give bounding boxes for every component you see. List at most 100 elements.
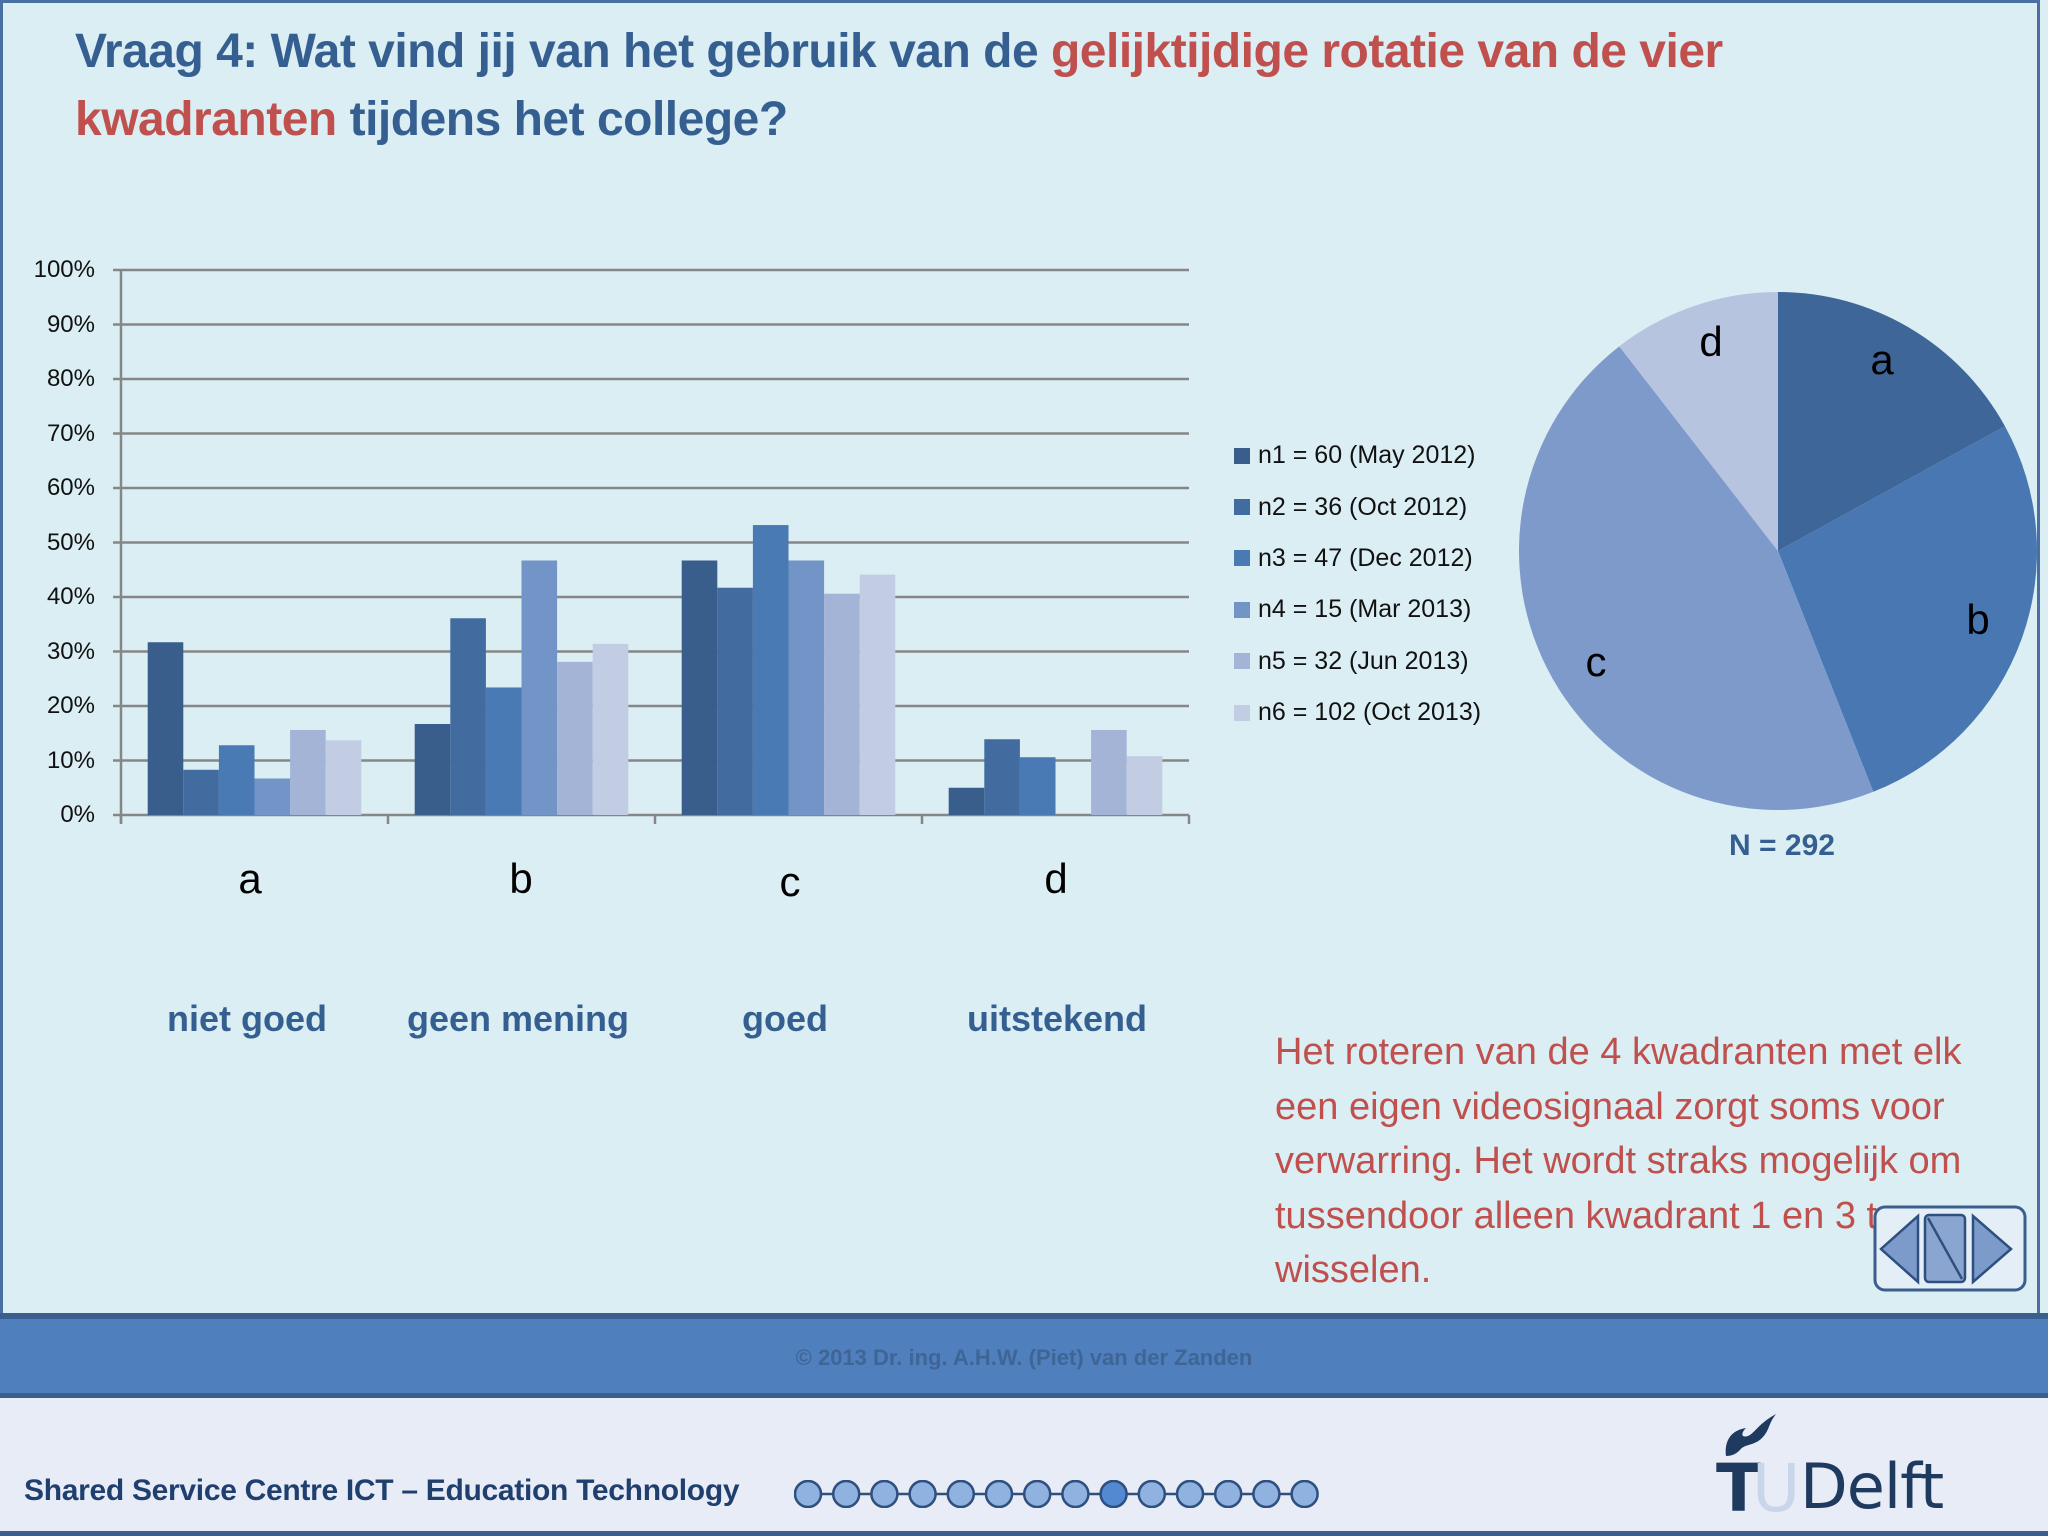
legend-item-n3: n3 = 47 (Dec 2012) bbox=[1234, 533, 1481, 584]
category-letter-b: b bbox=[509, 855, 533, 902]
footer-lower-border bbox=[0, 1531, 2048, 1536]
category-description: geen mening bbox=[406, 998, 630, 1039]
footer-band bbox=[0, 1319, 2048, 1393]
y-tick-label: 50% bbox=[46, 528, 95, 556]
pie-slice-c bbox=[1519, 346, 1874, 810]
legend-swatch bbox=[1234, 447, 1250, 464]
progress-dot[interactable] bbox=[831, 1480, 861, 1508]
y-tick-label: 100% bbox=[33, 256, 95, 283]
legend-swatch bbox=[1234, 704, 1250, 721]
pie-slice-d bbox=[1619, 292, 1778, 551]
category-description: goed bbox=[742, 998, 828, 1039]
pie-label-b: b bbox=[1966, 596, 1990, 643]
bar-b-n5 bbox=[557, 661, 593, 815]
bar-b-n4 bbox=[521, 560, 558, 815]
legend-swatch bbox=[1234, 653, 1250, 670]
progress-dot[interactable] bbox=[1137, 1480, 1167, 1508]
copyright-text: © 2013 Dr. ing. A.H.W. (Piet) van der Za… bbox=[795, 1345, 1253, 1370]
legend-label: n1 = 60 (May 2012) bbox=[1258, 441, 1476, 470]
slide-title: Vraag 4: Wat vind jij van het gebruik va… bbox=[75, 18, 1975, 154]
pie-slice-a bbox=[1778, 292, 2005, 551]
pie-label-c: c bbox=[1585, 638, 1607, 685]
legend-item-n5: n5 = 32 (Jun 2013) bbox=[1234, 636, 1481, 687]
footer-band-top-border bbox=[0, 1313, 2048, 1319]
progress-dot[interactable] bbox=[908, 1480, 937, 1508]
bar-c-n4 bbox=[788, 560, 825, 815]
bar-b-n1 bbox=[414, 723, 451, 815]
bar-a-n2 bbox=[183, 769, 219, 815]
legend-swatch bbox=[1234, 601, 1250, 618]
title-highlight-1: gelijktijdige rotatie van de vier bbox=[1050, 25, 1723, 78]
logo-letter-u: U bbox=[1752, 1450, 1801, 1527]
legend-label: n2 = 36 (Oct 2012) bbox=[1258, 492, 1468, 521]
y-tick-label: 80% bbox=[46, 365, 95, 392]
bar-d-n3 bbox=[1019, 757, 1056, 815]
progress-dot[interactable] bbox=[1061, 1480, 1090, 1508]
progress-dot[interactable] bbox=[946, 1480, 976, 1508]
organization-name: Shared Service Centre ICT – Education Te… bbox=[24, 1474, 740, 1507]
legend-label: n4 = 15 (Mar 2013) bbox=[1258, 595, 1472, 624]
bar-c-n3 bbox=[752, 525, 789, 815]
category-letter-c: c bbox=[779, 858, 801, 905]
progress-dot[interactable] bbox=[1213, 1480, 1243, 1508]
bar-d-n6 bbox=[1126, 756, 1163, 815]
navigation-button[interactable] bbox=[1873, 1205, 2027, 1292]
category-description: uitstekend bbox=[966, 998, 1148, 1039]
progress-dot[interactable] bbox=[1290, 1480, 1319, 1508]
slide-progress-dots bbox=[794, 1480, 1319, 1508]
footer-band-bottom-border bbox=[0, 1393, 2048, 1398]
comment-text: Het roteren van de 4 kwadranten met elk … bbox=[1275, 1031, 1962, 1291]
bar-a-n3 bbox=[218, 745, 255, 815]
progress-dot[interactable] bbox=[1022, 1480, 1052, 1508]
bar-c-n5 bbox=[824, 593, 860, 815]
legend-swatch bbox=[1234, 550, 1250, 567]
progress-dot[interactable] bbox=[984, 1480, 1014, 1508]
title-highlight-2: kwadranten bbox=[75, 93, 337, 146]
bar-a-n4 bbox=[254, 778, 291, 815]
bar-d-n2 bbox=[984, 739, 1020, 815]
y-tick-label: 60% bbox=[46, 474, 95, 501]
bar-b-n6 bbox=[592, 643, 629, 815]
progress-dot[interactable] bbox=[1175, 1480, 1205, 1508]
category-letter-a: a bbox=[238, 855, 262, 902]
bar-chart bbox=[113, 268, 1191, 824]
title-part-1: Vraag 4: Wat vind jij van het gebruik va… bbox=[75, 25, 1051, 78]
legend-item-n1: n1 = 60 (May 2012) bbox=[1234, 430, 1481, 481]
y-tick-label: 40% bbox=[46, 583, 95, 610]
bar-d-n1 bbox=[948, 787, 985, 815]
category-description: niet goed bbox=[167, 998, 327, 1039]
y-tick-label: 70% bbox=[46, 419, 95, 447]
legend-label: n3 = 47 (Dec 2012) bbox=[1258, 543, 1473, 572]
legend-swatch bbox=[1234, 499, 1250, 516]
pie-label-a: a bbox=[1870, 336, 1894, 383]
legend-label: n5 = 32 (Jun 2013) bbox=[1258, 646, 1469, 675]
progress-dot[interactable] bbox=[1252, 1480, 1281, 1508]
bar-c-n1 bbox=[681, 560, 718, 815]
bar-a-n1 bbox=[147, 642, 184, 815]
flame-icon bbox=[1725, 1414, 1776, 1456]
legend-item-n6: n6 = 102 (Oct 2013) bbox=[1234, 687, 1481, 738]
bar-b-n2 bbox=[450, 618, 486, 815]
legend-item-n2: n2 = 36 (Oct 2012) bbox=[1234, 481, 1481, 532]
bar-b-n3 bbox=[485, 687, 522, 815]
progress-dot[interactable] bbox=[870, 1480, 899, 1508]
bar-c-n2 bbox=[717, 587, 753, 815]
legend-item-n4: n4 = 15 (Mar 2013) bbox=[1234, 584, 1481, 635]
logo-delft: Delft bbox=[1800, 1450, 1944, 1523]
footer-lower-area bbox=[0, 1398, 2048, 1536]
logo-letter-t: T bbox=[1716, 1450, 1762, 1527]
y-tick-label: 90% bbox=[46, 310, 95, 338]
category-letter-d: d bbox=[1044, 855, 1068, 902]
progress-dot-current[interactable] bbox=[1099, 1480, 1128, 1508]
pie-label-d: d bbox=[1699, 318, 1723, 365]
bar-c-n6 bbox=[859, 574, 896, 815]
bar-a-n5 bbox=[290, 729, 326, 815]
pie-chart bbox=[1519, 292, 2037, 810]
y-tick-label: 10% bbox=[46, 746, 95, 774]
y-tick-label: 20% bbox=[46, 692, 95, 719]
title-part-2: tijdens het college? bbox=[336, 93, 789, 146]
progress-dot[interactable] bbox=[794, 1480, 823, 1508]
chart-legend: n1 = 60 (May 2012) n2 = 36 (Oct 2012) n3 =… bbox=[1234, 430, 1481, 738]
y-tick-label: 30% bbox=[46, 637, 95, 665]
pie-slice-b bbox=[1778, 426, 2037, 792]
